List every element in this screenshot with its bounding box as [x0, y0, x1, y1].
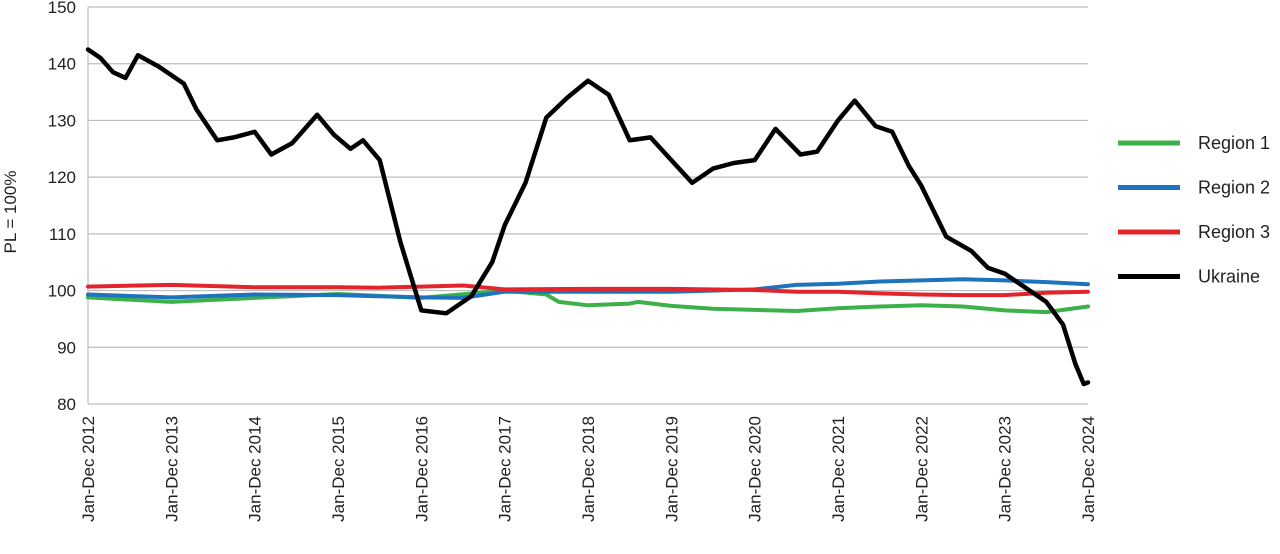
x-tick-label: Jan-Dec 2014: [246, 416, 265, 522]
x-tick-label: Jan-Dec 2020: [746, 416, 765, 522]
legend-label: Ukraine: [1198, 267, 1260, 287]
y-tick-label: 140: [48, 55, 76, 74]
legend-label: Region 2: [1198, 178, 1270, 198]
x-tick-label: Jan-Dec 2016: [412, 416, 431, 522]
y-tick-label: 110: [49, 225, 76, 244]
x-tick-label: Jan-Dec 2015: [329, 416, 348, 522]
legend-label: Region 3: [1198, 222, 1270, 242]
legend-label: Region 1: [1198, 133, 1270, 153]
y-tick-label: 150: [48, 0, 76, 17]
y-tick-label: 120: [48, 168, 76, 187]
x-tick-label: Jan-Dec 2013: [162, 416, 181, 522]
x-tick-label: Jan-Dec 2023: [996, 416, 1015, 522]
y-tick-label: 80: [57, 395, 76, 414]
x-axis-ticks: Jan-Dec 2012 Jan-Dec 2013 Jan-Dec 2014 Jan-…: [79, 416, 1098, 522]
y-axis-ticks: 80 90 100 110 120 130 140 150: [48, 0, 76, 414]
legend: Region 1 Region 2 Region 3 Ukraine: [1118, 133, 1270, 287]
x-tick-label: Jan-Dec 2012: [79, 416, 98, 522]
series-line-ukraine: [85, 47, 1091, 387]
series-line-region-3: [86, 282, 1090, 298]
y-tick-label: 90: [57, 338, 76, 357]
series-lines: [85, 47, 1091, 387]
x-tick-label: Jan-Dec 2019: [662, 416, 681, 522]
gridlines: [87, 6, 1088, 405]
x-tick-label: Jan-Dec 2022: [912, 416, 931, 522]
x-tick-label: Jan-Dec 2017: [496, 416, 515, 522]
y-tick-label: 130: [48, 111, 76, 130]
x-tick-label: Jan-Dec 2018: [579, 416, 598, 522]
x-tick-label: Jan-Dec 2024: [1079, 416, 1098, 522]
y-tick-label: 100: [48, 282, 76, 301]
y-axis-label: PL = 100%: [1, 170, 20, 253]
x-tick-label: Jan-Dec 2021: [829, 416, 848, 522]
